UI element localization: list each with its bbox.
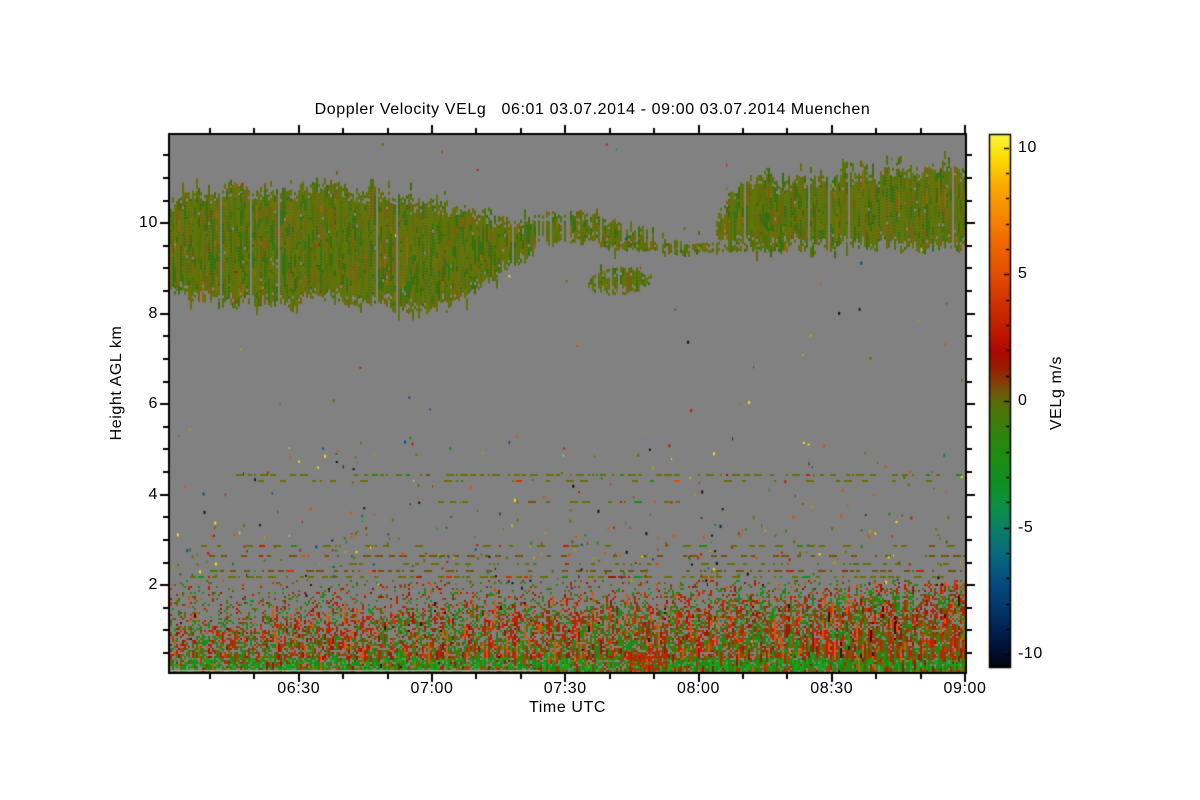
x-tick-label: 07:00 xyxy=(410,680,454,697)
y-tick-label: 4 xyxy=(148,485,158,503)
x-tick-label: 07:30 xyxy=(543,680,587,697)
y-tick-label: 6 xyxy=(148,395,158,413)
y-tick-label: 8 xyxy=(148,304,158,322)
colorbar-tick-label: 10 xyxy=(1018,138,1037,156)
y-axis-label: Height AGL km xyxy=(108,325,125,441)
colorbar-tick-label: 5 xyxy=(1018,265,1028,283)
x-tick-label: 08:00 xyxy=(676,680,721,697)
y-tick-label: 10 xyxy=(139,214,158,232)
y-tick-label: 2 xyxy=(148,576,158,594)
x-tick-label: 09:00 xyxy=(943,680,987,697)
x-tick-label: 08:30 xyxy=(810,680,854,697)
chart-title: Doppler Velocity VELg 06:01 03.07.2014 -… xyxy=(314,101,871,118)
colorbar-tick-label: -10 xyxy=(1018,645,1043,663)
x-tick-label: 06:30 xyxy=(277,680,321,697)
x-axis-label: Time UTC xyxy=(528,699,607,716)
colorbar-tick-label: 0 xyxy=(1018,392,1028,409)
colorbar-tick-label: -5 xyxy=(1018,518,1034,536)
